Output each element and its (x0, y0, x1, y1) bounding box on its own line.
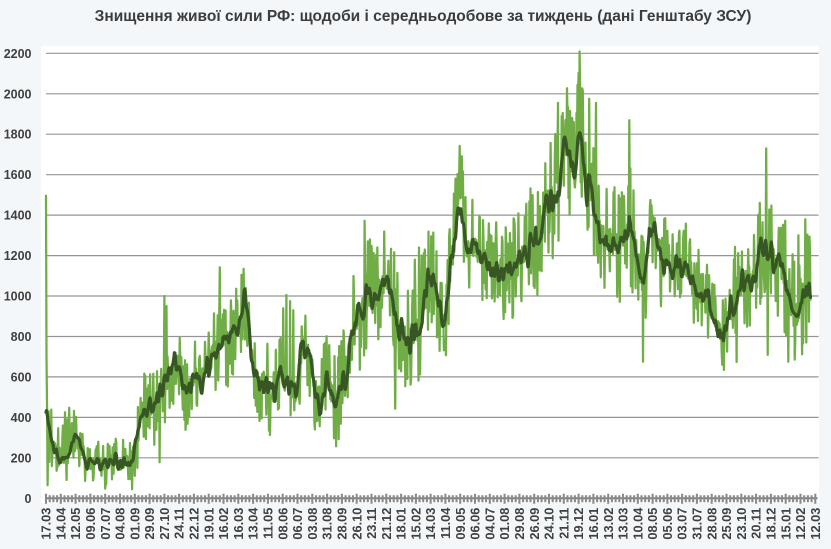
svg-text:21.11: 21.11 (556, 508, 571, 539)
svg-text:23.10: 23.10 (734, 508, 749, 540)
svg-text:20.11: 20.11 (749, 508, 764, 539)
svg-text:16.01: 16.01 (586, 508, 601, 540)
svg-text:1800: 1800 (4, 128, 32, 142)
svg-text:08.05: 08.05 (645, 508, 660, 540)
svg-text:11.05: 11.05 (261, 508, 276, 539)
svg-text:18.12: 18.12 (764, 508, 779, 540)
svg-text:03.07: 03.07 (675, 508, 690, 540)
svg-text:16.03: 16.03 (231, 508, 246, 540)
svg-text:26.10: 26.10 (349, 508, 364, 540)
svg-text:1400: 1400 (4, 209, 32, 223)
svg-text:12.02: 12.02 (793, 508, 808, 540)
svg-text:05.06: 05.06 (660, 508, 675, 540)
svg-text:09.05: 09.05 (453, 508, 468, 540)
svg-text:31.07: 31.07 (690, 508, 705, 540)
svg-text:26.09: 26.09 (527, 508, 542, 540)
svg-text:27.10: 27.10 (157, 508, 172, 540)
svg-text:25.09: 25.09 (719, 508, 734, 540)
svg-text:16.02: 16.02 (216, 508, 231, 540)
svg-text:1200: 1200 (4, 249, 32, 263)
svg-text:1600: 1600 (4, 168, 32, 182)
svg-text:28.09: 28.09 (335, 508, 350, 540)
svg-text:14.04: 14.04 (53, 507, 68, 540)
svg-text:06.07: 06.07 (290, 508, 305, 540)
svg-text:12.05: 12.05 (68, 508, 83, 540)
svg-text:14.03: 14.03 (423, 508, 438, 540)
svg-text:200: 200 (11, 451, 32, 465)
svg-text:15.01: 15.01 (778, 508, 793, 540)
svg-text:10.04: 10.04 (630, 507, 645, 540)
svg-text:04.07: 04.07 (482, 508, 497, 540)
svg-text:1000: 1000 (4, 290, 32, 304)
svg-text:17.03: 17.03 (39, 508, 54, 540)
svg-text:22.12: 22.12 (187, 508, 202, 540)
svg-text:13.03: 13.03 (616, 508, 631, 540)
svg-text:2200: 2200 (4, 47, 32, 61)
svg-text:18.01: 18.01 (394, 508, 409, 540)
svg-text:03.08: 03.08 (305, 508, 320, 540)
svg-text:28.08: 28.08 (704, 508, 719, 540)
svg-text:04.08: 04.08 (113, 508, 128, 540)
svg-text:24.10: 24.10 (542, 508, 557, 540)
svg-text:06.06: 06.06 (468, 508, 483, 540)
svg-text:13.02: 13.02 (601, 508, 616, 540)
svg-text:07.07: 07.07 (98, 508, 113, 540)
svg-text:01.08: 01.08 (497, 508, 512, 540)
svg-text:31.08: 31.08 (320, 508, 335, 540)
svg-text:11.04: 11.04 (438, 507, 453, 539)
svg-text:24.11: 24.11 (172, 508, 187, 539)
svg-text:29.09: 29.09 (142, 508, 157, 540)
svg-text:08.06: 08.06 (275, 508, 290, 540)
svg-text:2000: 2000 (4, 87, 32, 101)
svg-text:19.12: 19.12 (571, 508, 586, 540)
svg-text:800: 800 (11, 330, 32, 344)
svg-text:0: 0 (25, 492, 32, 506)
svg-text:400: 400 (11, 411, 32, 425)
svg-text:23.11: 23.11 (364, 508, 379, 539)
svg-text:09.06: 09.06 (83, 508, 98, 540)
svg-text:13.04: 13.04 (246, 507, 261, 540)
svg-text:Знищення живої сили РФ: щодоби: Знищення живої сили РФ: щодоби і середнь… (95, 8, 752, 25)
svg-text:01.09: 01.09 (127, 508, 142, 540)
svg-text:12.03: 12.03 (808, 508, 823, 540)
svg-text:15.02: 15.02 (409, 508, 424, 540)
svg-text:21.12: 21.12 (379, 508, 394, 540)
svg-text:600: 600 (11, 370, 32, 384)
svg-text:29.08: 29.08 (512, 508, 527, 540)
svg-text:19.01: 19.01 (201, 508, 216, 540)
